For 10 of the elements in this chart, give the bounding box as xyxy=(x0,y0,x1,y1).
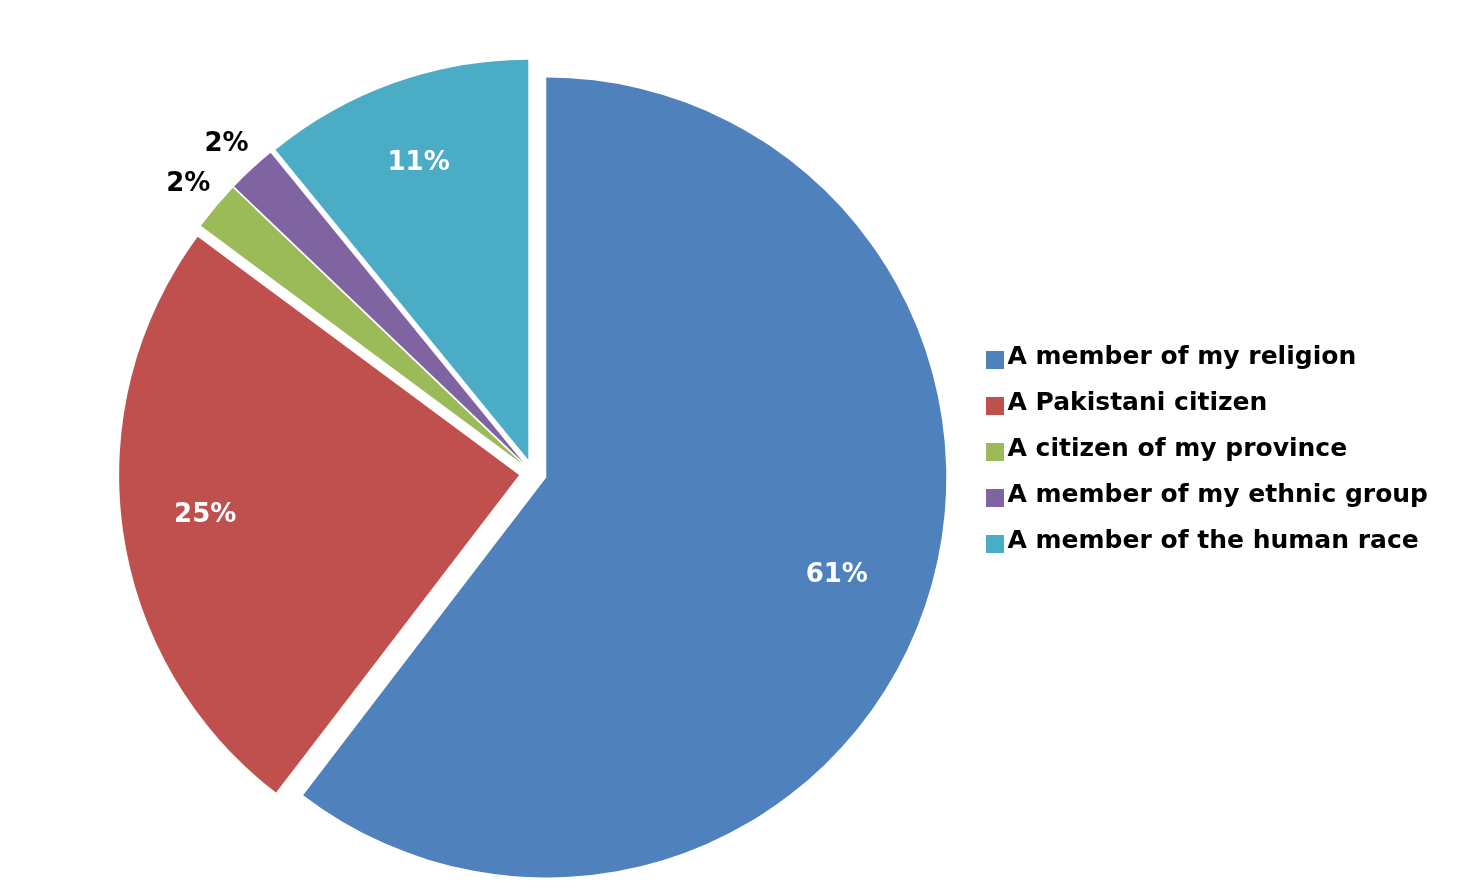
legend-label: A member of my ethnic group xyxy=(1007,479,1428,508)
legend-label: A citizen of my province xyxy=(1007,433,1348,462)
data-label: 11% xyxy=(387,145,450,176)
legend-label: A Pakistani citizen xyxy=(1007,387,1268,416)
legend-label: A member of the human race xyxy=(1007,525,1419,554)
data-label: 2% xyxy=(204,127,249,158)
data-label: 25% xyxy=(174,498,237,529)
data-label: 61% xyxy=(805,557,868,588)
data-label: 2% xyxy=(166,167,211,198)
legend-label: A member of my religion xyxy=(1007,341,1357,370)
